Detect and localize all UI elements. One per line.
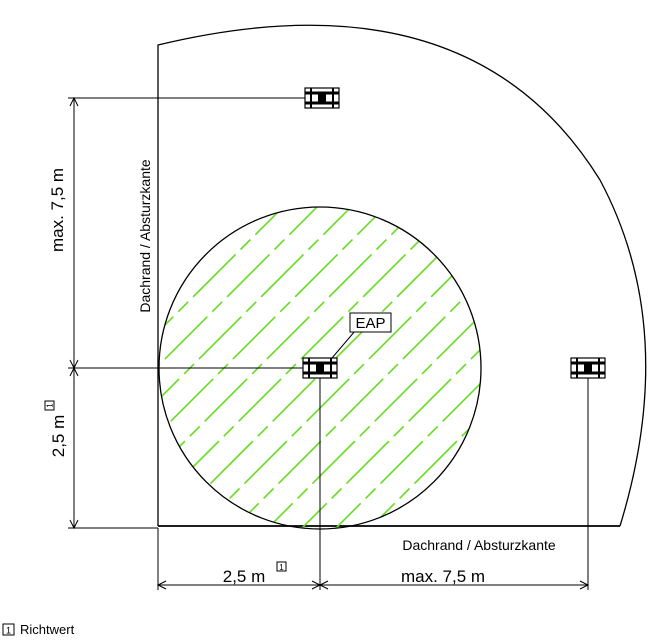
anchor-right-icon [570,357,606,379]
legend-marker: 1 [6,626,11,636]
hatch-line [159,207,397,529]
dim-label-2-5-horizontal: 2,5 m [223,567,266,586]
roof-outline [157,24,647,527]
edge-label-vertical: Dachrand / Absturzkante [137,159,153,313]
dim-label-2-5-vertical: 2,5 m [49,415,68,458]
hatch-line [357,207,481,529]
anchor-eap-icon [302,357,338,379]
legend: 1 Richtwert [2,622,75,637]
anchor-top-icon [304,87,340,109]
eap-label: EAP [355,315,385,332]
eap-leader-line [331,330,356,359]
dim-label-max-vertical: max. 7,5 m [48,168,67,252]
dim-label-max-horizontal: max. 7,5 m [401,567,485,586]
note-marker-vertical: 1 [44,400,55,411]
horizontal-dimension [156,368,590,590]
eap-label-box [349,312,392,333]
vertical-dimension [68,96,320,530]
edge-label-horizontal: Dachrand / Absturzkante [402,537,556,553]
note-marker-horizontal: 1 [276,561,287,572]
legend-text: Richtwert [20,622,75,637]
svg-text:1: 1 [46,403,55,408]
svg-text:1: 1 [279,563,284,572]
